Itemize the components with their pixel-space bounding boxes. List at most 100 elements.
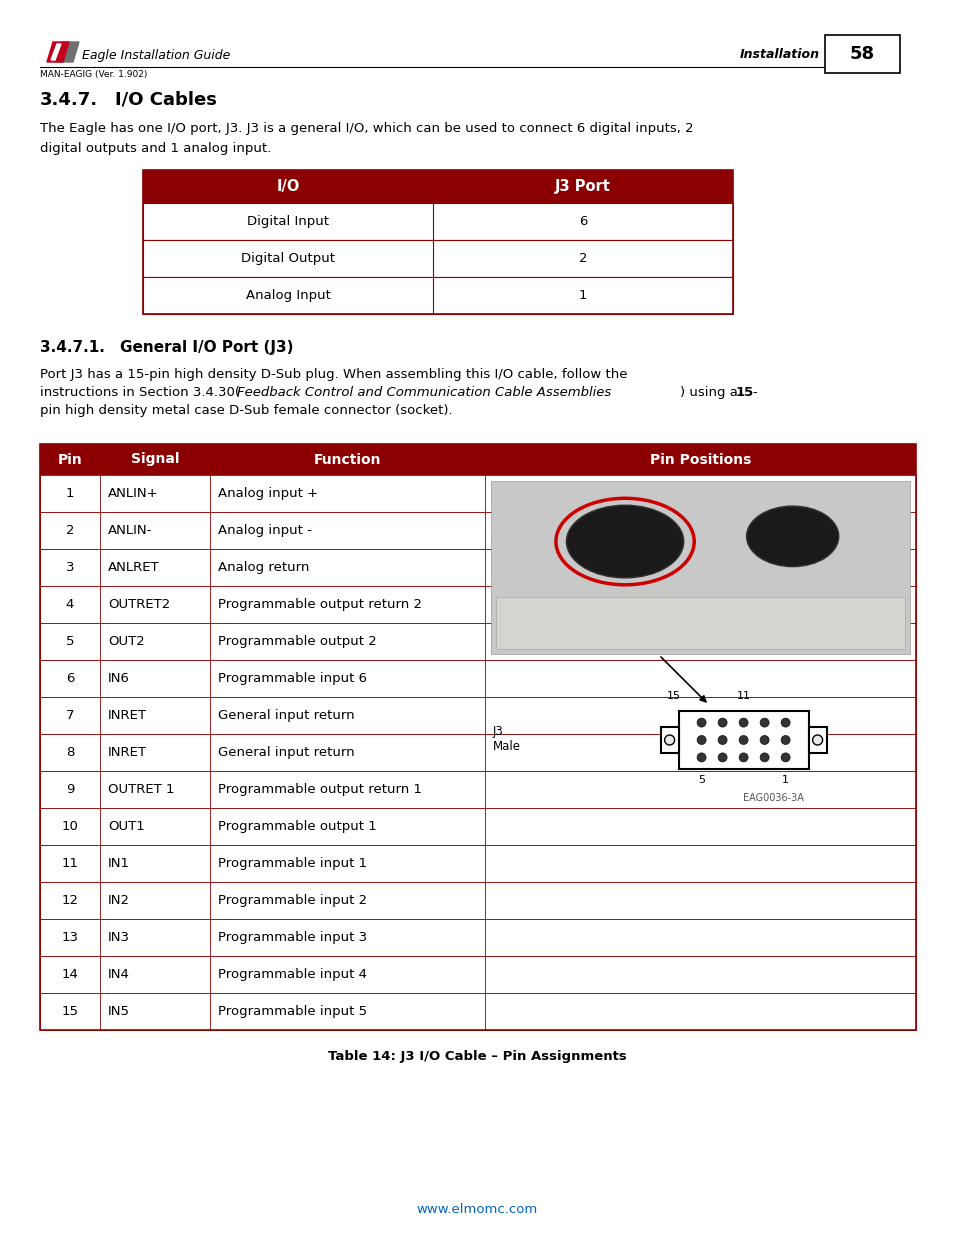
Bar [143, 277, 732, 314]
Bar [40, 882, 915, 919]
Text: 3.4.7.1.: 3.4.7.1. [40, 340, 105, 354]
Text: Programmable output 1: Programmable output 1 [218, 820, 376, 832]
Text: 9: 9 [66, 783, 74, 797]
Circle shape [760, 736, 768, 745]
Bar [40, 445, 915, 475]
Circle shape [812, 735, 821, 745]
Text: IN5: IN5 [108, 1005, 130, 1018]
Bar [40, 445, 915, 1030]
Circle shape [760, 753, 768, 762]
Bar [40, 585, 915, 622]
Text: 2: 2 [66, 524, 74, 537]
Text: 13: 13 [61, 931, 78, 944]
Text: 2: 2 [578, 252, 587, 266]
Text: 11: 11 [61, 857, 78, 869]
Text: instructions in Section 3.4.30(: instructions in Section 3.4.30( [40, 387, 240, 399]
Bar [824, 35, 899, 73]
Text: Analog return: Analog return [218, 561, 309, 574]
Text: 5: 5 [66, 635, 74, 648]
Text: IN1: IN1 [108, 857, 130, 869]
Text: 4: 4 [66, 598, 74, 611]
Circle shape [739, 736, 747, 745]
Bar [40, 622, 915, 659]
Text: Digital Output: Digital Output [241, 252, 335, 266]
Ellipse shape [746, 506, 838, 567]
Text: J3: J3 [493, 725, 503, 739]
Text: 11: 11 [737, 692, 750, 701]
Circle shape [697, 753, 705, 762]
Text: 14: 14 [62, 968, 78, 981]
Text: OUTRET2: OUTRET2 [108, 598, 170, 611]
Text: Pin Positions: Pin Positions [649, 452, 750, 467]
Text: 6: 6 [66, 672, 74, 685]
Text: www.elmomc.com: www.elmomc.com [416, 1203, 537, 1216]
Bar [40, 919, 915, 956]
Text: General input return: General input return [218, 709, 355, 722]
Bar [40, 550, 915, 585]
Text: General input return: General input return [218, 746, 355, 760]
Text: Analog input -: Analog input - [218, 524, 312, 537]
Text: 15: 15 [61, 1005, 78, 1018]
Bar [40, 808, 915, 845]
Bar [143, 203, 732, 240]
Circle shape [739, 718, 747, 727]
Text: Port J3 has a 15-pin high density D-Sub plug. When assembling this I/O cable, fo: Port J3 has a 15-pin high density D-Sub … [40, 368, 627, 382]
Bar [40, 475, 915, 513]
Text: General I/O Port (J3): General I/O Port (J3) [120, 340, 294, 354]
Text: 1: 1 [66, 487, 74, 500]
Text: digital outputs and 1 analog input.: digital outputs and 1 analog input. [40, 142, 271, 156]
Text: Feedback Control and Communication Cable Assemblies: Feedback Control and Communication Cable… [236, 387, 611, 399]
Text: IN3: IN3 [108, 931, 130, 944]
Text: I/O Cables: I/O Cables [115, 91, 216, 109]
Bar [40, 845, 915, 882]
Text: ANLRET: ANLRET [108, 561, 159, 574]
Circle shape [781, 736, 789, 745]
Circle shape [781, 718, 789, 727]
Text: Programmable input 2: Programmable input 2 [218, 894, 367, 906]
Text: 7: 7 [66, 709, 74, 722]
Text: ANLIN-: ANLIN- [108, 524, 152, 537]
Bar [40, 659, 915, 697]
Text: 10: 10 [62, 820, 78, 832]
Text: IN6: IN6 [108, 672, 130, 685]
Text: 1: 1 [781, 776, 788, 785]
Bar [491, 480, 909, 655]
Text: 15: 15 [735, 387, 754, 399]
Text: 3: 3 [66, 561, 74, 574]
Polygon shape [57, 42, 79, 62]
Circle shape [718, 736, 726, 745]
Text: Male: Male [493, 740, 520, 753]
Text: 12: 12 [61, 894, 78, 906]
Bar [40, 956, 915, 993]
Text: IN2: IN2 [108, 894, 130, 906]
Text: OUT2: OUT2 [108, 635, 145, 648]
Bar [496, 597, 904, 650]
Text: 1: 1 [578, 289, 587, 303]
Circle shape [697, 736, 705, 745]
Bar [40, 734, 915, 771]
Bar [40, 771, 915, 808]
Text: Pin: Pin [57, 452, 82, 467]
Text: Digital Input: Digital Input [247, 215, 329, 228]
Circle shape [718, 718, 726, 727]
Circle shape [664, 735, 674, 745]
Circle shape [697, 718, 705, 727]
Text: 58: 58 [849, 44, 874, 63]
Circle shape [781, 753, 789, 762]
Polygon shape [51, 44, 61, 61]
Bar [40, 697, 915, 734]
Text: ) using a: ) using a [679, 387, 741, 399]
Text: Programmable input 6: Programmable input 6 [218, 672, 367, 685]
Text: INRET: INRET [108, 709, 147, 722]
Circle shape [718, 753, 726, 762]
Polygon shape [47, 42, 69, 62]
Bar [40, 993, 915, 1030]
Text: Analog Input: Analog Input [245, 289, 330, 303]
Text: Analog input +: Analog input + [218, 487, 317, 500]
Text: Programmable output return 2: Programmable output return 2 [218, 598, 421, 611]
Bar [678, 711, 808, 769]
Text: 8: 8 [66, 746, 74, 760]
Bar [143, 170, 732, 314]
Text: Programmable input 4: Programmable input 4 [218, 968, 367, 981]
Text: Installation: Installation [740, 48, 820, 62]
